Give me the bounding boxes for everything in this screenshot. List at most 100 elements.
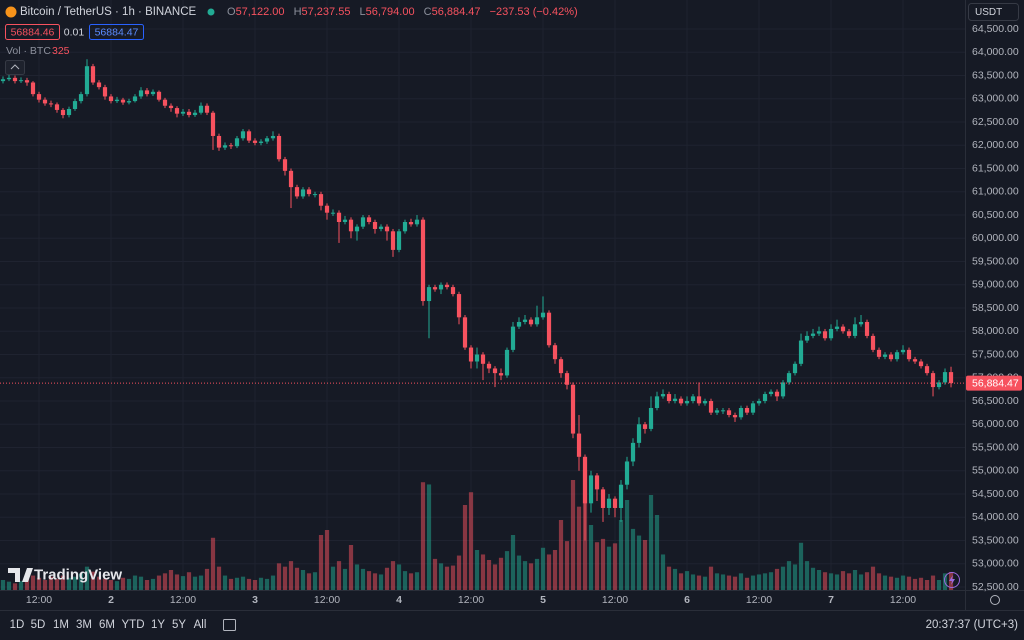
range-button[interactable]: 3M bbox=[76, 619, 92, 631]
candle-body bbox=[114, 99, 120, 102]
y-tick-label: 61,500.00 bbox=[972, 162, 1019, 174]
volume-bar bbox=[270, 575, 276, 590]
range-button[interactable]: 5Y bbox=[172, 619, 186, 631]
candle-body bbox=[732, 414, 738, 418]
candle-body bbox=[924, 366, 930, 374]
candle-body bbox=[702, 401, 708, 404]
volume-bar bbox=[204, 568, 210, 590]
candle-body bbox=[30, 82, 36, 95]
range-button[interactable]: 1M bbox=[53, 619, 69, 631]
currency-button[interactable] bbox=[968, 3, 1019, 21]
candle-body bbox=[306, 189, 312, 195]
y-tick-label: 55,500.00 bbox=[972, 441, 1019, 453]
settings-button[interactable] bbox=[990, 595, 1000, 605]
candle-body bbox=[612, 498, 618, 508]
volume-bar bbox=[876, 573, 882, 590]
candle-body bbox=[720, 410, 726, 412]
volume-bar bbox=[516, 555, 522, 590]
symbol-icon bbox=[5, 6, 17, 18]
y-tick-label: 54,500.00 bbox=[972, 488, 1019, 500]
volume-bar bbox=[438, 563, 444, 590]
candle-body bbox=[636, 424, 642, 443]
candle-body bbox=[876, 349, 882, 357]
buy-box[interactable] bbox=[89, 24, 144, 40]
volume-bar bbox=[900, 575, 906, 590]
candle-body bbox=[474, 354, 480, 362]
volume-bar bbox=[714, 573, 720, 590]
candle-body bbox=[354, 226, 360, 232]
range-button[interactable]: 5D bbox=[31, 619, 46, 631]
candle-body bbox=[816, 331, 822, 334]
volume-bar bbox=[540, 547, 546, 590]
symbol-title[interactable]: Bitcoin / TetherUS · 1h · BINANCE bbox=[20, 6, 197, 18]
volume-bar bbox=[348, 545, 354, 590]
range-button[interactable]: 1D bbox=[10, 619, 25, 631]
candle-body bbox=[6, 77, 12, 80]
candle-body bbox=[894, 352, 900, 360]
ohlc-value: 56,794.00 bbox=[366, 6, 415, 18]
candle-body bbox=[570, 384, 576, 434]
volume-bar bbox=[402, 571, 408, 590]
candle-body bbox=[414, 219, 420, 225]
volume-bar bbox=[168, 570, 174, 590]
volume-bar bbox=[132, 575, 138, 590]
candle-body bbox=[846, 331, 852, 336]
volume-bar bbox=[48, 576, 54, 590]
x-tick-label: 12:00 bbox=[602, 594, 628, 606]
x-tick-label: 3 bbox=[252, 594, 258, 606]
range-button[interactable]: 1Y bbox=[151, 619, 165, 631]
range-button[interactable]: All bbox=[194, 619, 207, 631]
volume-bar bbox=[300, 570, 306, 590]
candle-body bbox=[588, 475, 594, 504]
volume-bar bbox=[96, 576, 102, 590]
buy-price[interactable]: 56884.47 bbox=[95, 26, 139, 38]
candle-body bbox=[36, 94, 42, 100]
range-button[interactable]: YTD bbox=[122, 619, 145, 631]
sell-box[interactable] bbox=[5, 24, 60, 40]
volume-bar bbox=[414, 572, 420, 590]
volume-legend: Vol · BTC bbox=[6, 45, 51, 57]
volume-bar bbox=[336, 561, 342, 590]
candle-body bbox=[486, 363, 492, 369]
last-price-label: 56,884.47 bbox=[972, 377, 1019, 389]
candle-body bbox=[936, 382, 942, 388]
candle-body bbox=[264, 138, 270, 142]
candle-body bbox=[918, 361, 924, 367]
candle-body bbox=[18, 80, 24, 82]
y-tick-label: 59,500.00 bbox=[972, 255, 1019, 267]
volume-bar bbox=[702, 576, 708, 590]
collapse-button[interactable] bbox=[5, 60, 25, 75]
candle-body bbox=[618, 484, 624, 508]
volume-bar bbox=[372, 573, 378, 590]
volume-bar bbox=[738, 573, 744, 590]
candle-body bbox=[450, 287, 456, 295]
x-tick-label: 5 bbox=[540, 594, 546, 606]
candle-body bbox=[768, 391, 774, 395]
candle-body bbox=[90, 66, 96, 83]
candle-body bbox=[906, 349, 912, 360]
volume-bar bbox=[78, 573, 84, 590]
candle-body bbox=[930, 373, 936, 388]
volume-bar bbox=[408, 573, 414, 590]
candle-body bbox=[792, 363, 798, 374]
candle-body bbox=[642, 424, 648, 429]
x-tick-label: 12:00 bbox=[890, 594, 916, 606]
sell-price[interactable]: 56884.46 bbox=[11, 26, 55, 38]
candle-body bbox=[480, 354, 486, 364]
currency-label[interactable]: USDT bbox=[975, 7, 1002, 18]
volume-bar bbox=[324, 530, 330, 590]
candle-body bbox=[24, 80, 30, 83]
candle-body bbox=[654, 396, 660, 408]
volume-bar bbox=[882, 575, 888, 590]
range-button[interactable]: 6M bbox=[99, 619, 115, 631]
volume-bar bbox=[108, 580, 114, 590]
date-range-button[interactable] bbox=[223, 619, 236, 631]
alert-button[interactable] bbox=[944, 572, 960, 588]
ohlc-value: 56,884.47 bbox=[432, 6, 481, 18]
volume-bar bbox=[768, 572, 774, 590]
x-tick-label: 12:00 bbox=[746, 594, 772, 606]
volume-bar bbox=[252, 580, 258, 590]
candle-body bbox=[408, 221, 414, 225]
candle-body bbox=[108, 96, 114, 102]
candle-body bbox=[492, 368, 498, 374]
